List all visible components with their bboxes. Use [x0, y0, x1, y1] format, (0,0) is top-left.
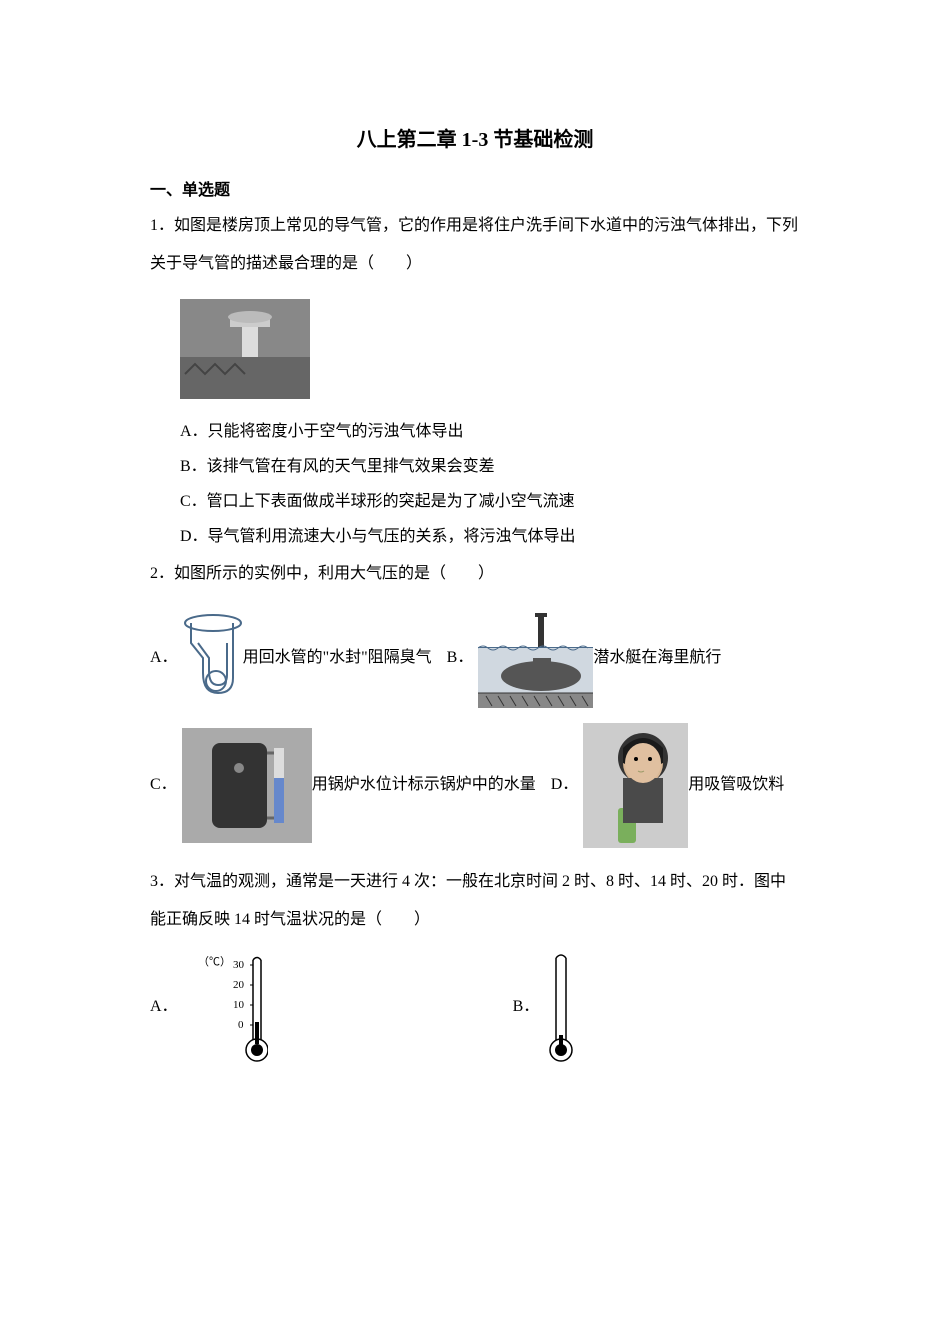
q2-a-text: 用回水管的"水封"阻隔臭气 [243, 642, 432, 674]
q1-option-c: C．管口上下表面做成半球形的突起是为了减小空气流速 [180, 484, 800, 519]
question-3: 3．对气温的观测，通常是一天进行 4 次：一般在北京时间 2 时、8 时、14 … [150, 863, 800, 940]
q2-c-text: 用锅炉水位计标示锅炉中的水量 [312, 769, 536, 801]
q3-a-label: A． [150, 991, 178, 1023]
svg-text:10: 10 [233, 999, 245, 1011]
q1-options: A．只能将密度小于空气的污浊气体导出 B．该排气管在有风的天气里排气效果会变差 … [150, 414, 800, 555]
q1-option-a: A．只能将密度小于空气的污浊气体导出 [180, 414, 800, 449]
q1-option-b: B．该排气管在有风的天气里排气效果会变差 [180, 449, 800, 484]
q3-image-b-thermometer [544, 950, 579, 1065]
q2-c-label: C． [150, 769, 177, 801]
q2-option-a: A． 用回水管的"水封"阻隔臭气 [150, 613, 432, 703]
q3-image-a-thermometer: （℃） 30 20 10 0 [183, 950, 268, 1065]
q2-d-label: D． [551, 769, 579, 801]
q2-b-text: 潜水艇在海里航行 [593, 642, 721, 674]
page-title: 八上第二章 1-3 节基础检测 [150, 120, 800, 160]
q2-image-b-submarine [478, 608, 593, 708]
q2-image-a-siphon [183, 613, 243, 703]
svg-text:30: 30 [233, 959, 245, 971]
q1-figure [150, 289, 800, 414]
q3-text: 3．对气温的观测，通常是一天进行 4 次：一般在北京时间 2 时、8 时、14 … [150, 863, 800, 940]
q1-option-d: D．导气管利用流速大小与气压的关系，将污浊气体导出 [180, 519, 800, 554]
svg-text:20: 20 [233, 979, 245, 991]
q2-b-label: B． [447, 642, 474, 674]
question-1: 1．如图是楼房顶上常见的导气管，它的作用是将住户洗手间下水道中的污浊气体排出，下… [150, 207, 800, 284]
q2-image-d-straw [583, 723, 688, 848]
q3-unit-label: （℃） [198, 955, 231, 968]
q2-row-2: C． 用锅炉水位计标示锅炉中的水量 D． 用吸管吸饮料 [150, 723, 800, 848]
q3-option-a: A． （℃） 30 20 10 0 [150, 950, 268, 1065]
q3-b-label: B． [513, 991, 540, 1023]
q1-text: 1．如图是楼房顶上常见的导气管，它的作用是将住户洗手间下水道中的污浊气体排出，下… [150, 207, 800, 284]
q2-d-text: 用吸管吸饮料 [688, 769, 784, 801]
q2-text: 2．如图所示的实例中，利用大气压的是（ ） [150, 555, 800, 593]
svg-text:0: 0 [238, 1019, 244, 1031]
q3-option-b: B． [513, 950, 580, 1065]
question-2: 2．如图所示的实例中，利用大气压的是（ ） [150, 555, 800, 593]
section-header: 一、单选题 [150, 175, 800, 207]
q2-row-1: A． 用回水管的"水封"阻隔臭气 B． 潜水艇在海里航行 [150, 608, 800, 708]
q2-a-label: A． [150, 642, 178, 674]
q1-roof-pipe-image [180, 299, 310, 399]
q2-option-d: D． 用吸管吸饮料 [551, 723, 785, 848]
q2-image-c-boiler [182, 728, 312, 843]
q2-option-b: B． 潜水艇在海里航行 [447, 608, 722, 708]
q2-option-c: C． 用锅炉水位计标示锅炉中的水量 [150, 728, 536, 843]
q3-row: A． （℃） 30 20 10 0 B． [150, 950, 800, 1065]
